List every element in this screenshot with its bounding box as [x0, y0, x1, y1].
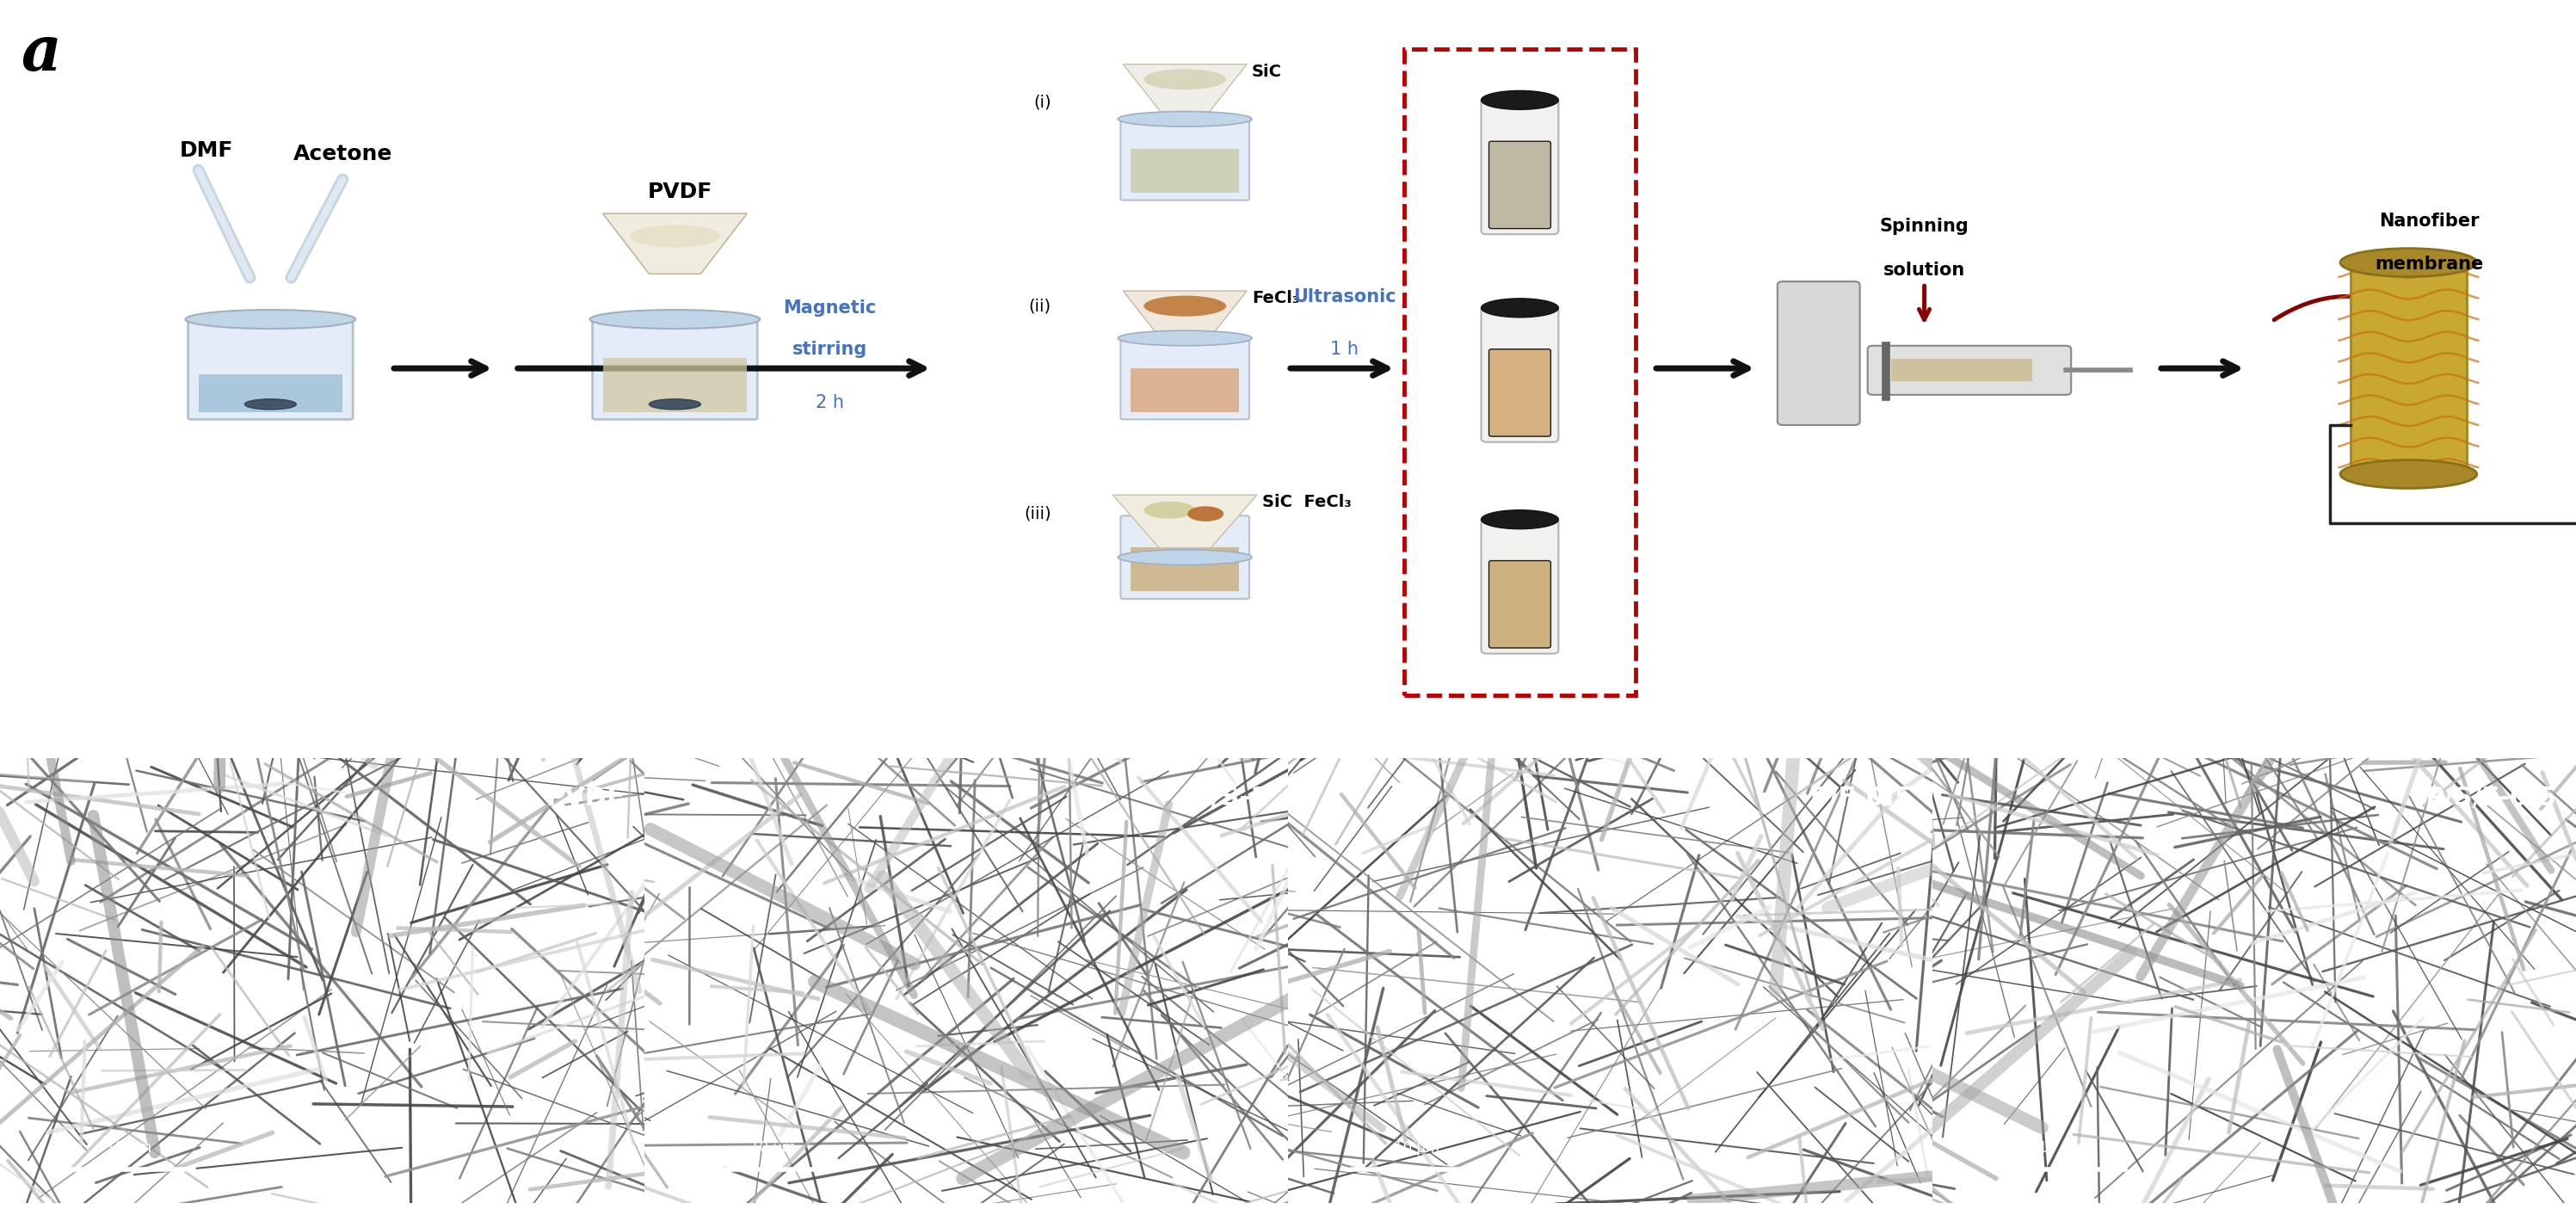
Ellipse shape [1481, 91, 1558, 110]
Text: Ultrasonic: Ultrasonic [1293, 288, 1396, 305]
Bar [1131, 369, 1239, 412]
Polygon shape [1113, 494, 1257, 548]
Text: (iii): (iii) [1023, 505, 1051, 522]
Ellipse shape [649, 399, 701, 410]
Text: (ii): (ii) [1028, 297, 1051, 314]
FancyBboxPatch shape [1121, 117, 1249, 201]
Polygon shape [1123, 291, 1247, 340]
Text: Spinning: Spinning [1880, 218, 1968, 236]
Ellipse shape [1144, 296, 1226, 317]
FancyBboxPatch shape [1481, 517, 1558, 654]
Text: PVDF: PVDF [647, 181, 714, 202]
Ellipse shape [245, 399, 296, 410]
Text: 10 μm: 10 μm [106, 1140, 152, 1156]
Text: Magnetic: Magnetic [783, 300, 876, 317]
Text: SiC: SiC [1252, 64, 1283, 80]
Text: 1 h: 1 h [1329, 341, 1360, 358]
Bar [198, 375, 343, 412]
Text: P/S-1: P/S-1 [1193, 786, 1270, 811]
Ellipse shape [2342, 248, 2478, 277]
Text: P/F-0.5: P/F-0.5 [1808, 786, 1911, 811]
Text: Nanofiber: Nanofiber [2380, 213, 2478, 230]
FancyBboxPatch shape [188, 317, 353, 420]
Text: SiC  FeCl₃: SiC FeCl₃ [1262, 494, 1352, 510]
Ellipse shape [1118, 111, 1252, 127]
Text: a: a [21, 23, 62, 83]
Bar [1131, 149, 1239, 192]
Text: 10 μm: 10 μm [750, 1140, 796, 1156]
Text: membrane: membrane [2375, 256, 2483, 273]
Text: solution: solution [1883, 261, 1965, 279]
Ellipse shape [631, 225, 721, 248]
FancyBboxPatch shape [1481, 98, 1558, 235]
FancyBboxPatch shape [592, 317, 757, 420]
Text: P/S/F-0.5: P/S/F-0.5 [2424, 786, 2555, 811]
Text: (i): (i) [1033, 94, 1051, 110]
Text: PVDF: PVDF [546, 786, 626, 811]
Polygon shape [603, 214, 747, 274]
Ellipse shape [1144, 69, 1226, 89]
FancyBboxPatch shape [1121, 336, 1249, 420]
Ellipse shape [1188, 507, 1224, 521]
Bar [2352, 262, 2468, 474]
Bar [1404, 50, 1636, 695]
Bar [1131, 548, 1239, 591]
Text: stirring: stirring [791, 341, 868, 358]
Polygon shape [1123, 64, 1247, 114]
Text: DMF: DMF [180, 140, 232, 161]
Text: b: b [21, 769, 64, 831]
Text: 2 h: 2 h [814, 394, 845, 411]
Text: FeCl₃: FeCl₃ [1252, 290, 1298, 307]
FancyBboxPatch shape [1489, 349, 1551, 436]
FancyBboxPatch shape [1121, 516, 1249, 598]
FancyBboxPatch shape [1481, 306, 1558, 442]
FancyBboxPatch shape [1868, 346, 2071, 395]
Ellipse shape [1481, 299, 1558, 317]
Ellipse shape [185, 310, 355, 329]
Ellipse shape [1481, 510, 1558, 530]
Text: Acetone: Acetone [294, 144, 392, 164]
Ellipse shape [1118, 550, 1252, 565]
Ellipse shape [1144, 502, 1195, 519]
FancyBboxPatch shape [1489, 141, 1551, 229]
Text: 10 μm: 10 μm [2038, 1140, 2084, 1156]
FancyBboxPatch shape [1777, 282, 1860, 426]
Ellipse shape [2342, 459, 2478, 488]
Ellipse shape [1118, 330, 1252, 346]
FancyBboxPatch shape [1489, 561, 1551, 648]
Bar [603, 358, 747, 412]
Bar [1891, 359, 2032, 382]
Ellipse shape [590, 310, 760, 329]
Text: 10 μm: 10 μm [1394, 1140, 1440, 1156]
